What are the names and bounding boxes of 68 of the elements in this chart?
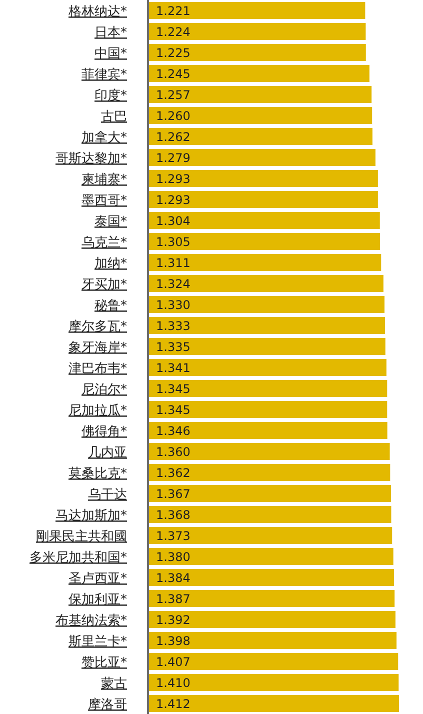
y-tick-label: 摩洛哥	[88, 698, 127, 712]
y-tick-label: 泰国*	[94, 214, 128, 230]
y-tick-label: 象牙海岸*	[68, 340, 128, 356]
y-tick-label: 古巴	[101, 110, 127, 124]
data-label: 1.304	[156, 214, 190, 228]
data-label: 1.367	[156, 487, 190, 501]
y-tick-label: 加纳*	[94, 256, 128, 272]
data-label: 1.225	[156, 46, 190, 60]
data-label: 1.345	[156, 382, 190, 396]
data-label: 1.293	[156, 193, 190, 207]
y-tick-label: 摩尔多瓦*	[68, 320, 128, 334]
data-label: 1.380	[156, 550, 190, 564]
y-tick-label: 日本*	[94, 26, 128, 40]
y-tick-label: 莫桑比克*	[68, 466, 128, 482]
data-label: 1.330	[156, 298, 190, 312]
data-label: 1.279	[156, 151, 190, 165]
data-label: 1.224	[156, 25, 190, 39]
data-label: 1.311	[156, 256, 190, 270]
data-label: 1.346	[156, 424, 190, 438]
data-label: 1.412	[156, 697, 190, 711]
y-tick-label: 墨西哥*	[82, 194, 128, 208]
data-label: 1.392	[156, 613, 190, 627]
y-tick-label: 菲律宾*	[82, 66, 128, 82]
y-tick-label: 乌干达	[88, 488, 127, 502]
y-tick-label: 尼加拉瓜*	[68, 404, 128, 418]
data-label: 1.260	[156, 109, 190, 123]
data-label: 1.398	[156, 634, 190, 648]
y-tick-label: 哥斯达黎加*	[56, 152, 128, 166]
y-tick-label: 中国*	[94, 46, 128, 62]
y-tick-label: 布基纳法索*	[56, 614, 128, 628]
y-tick-label: 津巴布韦*	[68, 362, 128, 376]
data-label: 1.245	[156, 67, 190, 81]
y-tick-label: 蒙古	[101, 676, 127, 692]
y-tick-label: 多米尼加共和国*	[30, 550, 128, 566]
data-label: 1.384	[156, 571, 190, 585]
data-label: 1.221	[156, 4, 190, 18]
y-tick-label: 马达加斯加*	[56, 508, 128, 524]
y-tick-label: 牙买加*	[82, 278, 128, 292]
y-tick-label: 保加利亚*	[68, 592, 128, 608]
data-label: 1.373	[156, 529, 190, 543]
data-label: 1.387	[156, 592, 190, 606]
y-tick-label: 印度*	[94, 88, 128, 104]
y-tick-label: 几内亚	[88, 446, 127, 460]
y-tick-label: 佛得角*	[82, 424, 128, 440]
y-tick-label: 秘鲁*	[94, 298, 128, 314]
data-label: 1.324	[156, 277, 190, 291]
data-label: 1.368	[156, 508, 190, 522]
data-label: 1.257	[156, 88, 190, 102]
data-label: 1.293	[156, 172, 190, 186]
data-label: 1.362	[156, 466, 190, 480]
data-label: 1.305	[156, 235, 190, 249]
data-label: 1.335	[156, 340, 190, 354]
y-tick-label: 格林纳达*	[68, 4, 128, 20]
data-label: 1.410	[156, 676, 190, 690]
data-label: 1.407	[156, 655, 190, 669]
y-tick-label: 尼泊尔*	[82, 382, 128, 398]
y-tick-label: 柬埔寨*	[82, 172, 128, 188]
y-tick-label: 斯里兰卡*	[68, 634, 128, 650]
data-label: 1.341	[156, 361, 190, 375]
data-label: 1.360	[156, 445, 190, 459]
y-tick-label: 剛果民主共和國	[36, 528, 127, 544]
data-label: 1.345	[156, 403, 190, 417]
data-label: 1.333	[156, 319, 190, 333]
data-label: 1.262	[156, 130, 190, 144]
y-tick-label: 加拿大*	[82, 130, 128, 146]
y-tick-label: 圣卢西亚*	[68, 572, 128, 586]
y-tick-label: 乌克兰*	[82, 236, 128, 250]
y-tick-label: 赞比亚*	[82, 656, 128, 670]
